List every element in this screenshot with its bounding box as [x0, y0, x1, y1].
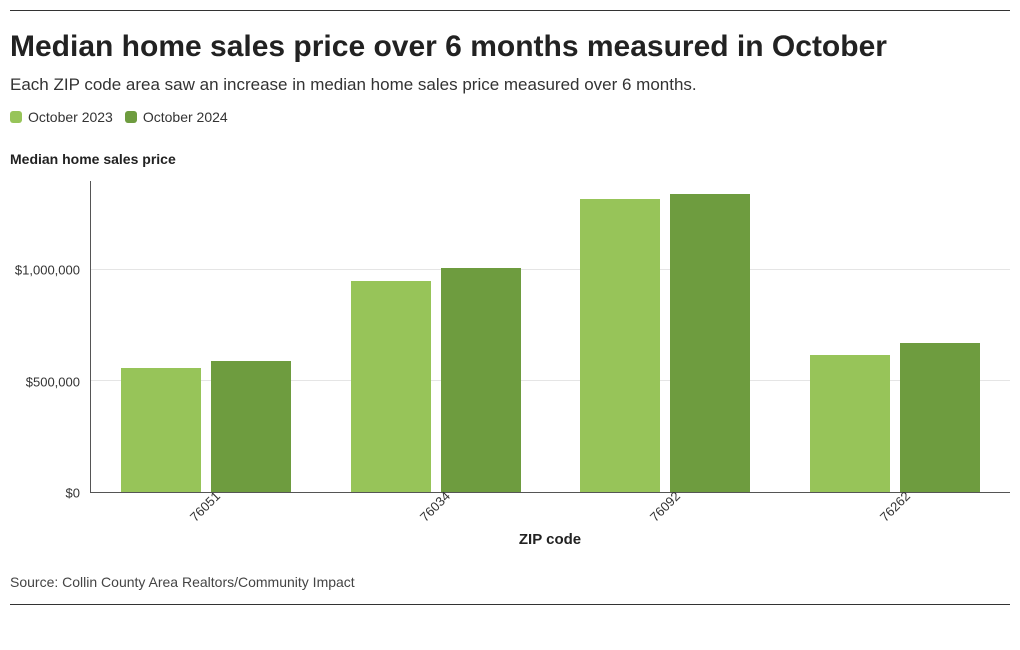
x-tick-label: 76034: [417, 488, 453, 524]
bar-groups: [91, 181, 1010, 492]
bar: [810, 355, 890, 492]
legend-swatch-0: [10, 111, 22, 123]
x-tick-cell: 76034: [320, 493, 550, 527]
y-tick-label: $1,000,000: [15, 263, 80, 278]
chart-subtitle: Each ZIP code area saw an increase in me…: [10, 75, 1010, 95]
source-text: Source: Collin County Area Realtors/Comm…: [10, 574, 1010, 590]
bar: [211, 361, 291, 492]
y-tick-label: $500,000: [26, 374, 80, 389]
chart-title: Median home sales price over 6 months me…: [10, 29, 1010, 65]
bar: [351, 281, 431, 492]
bar-group: [551, 181, 781, 492]
bar: [121, 368, 201, 492]
plot-row: $0$500,000$1,000,000: [10, 181, 1010, 493]
x-tick-cell: 76092: [550, 493, 780, 527]
bar-group: [91, 181, 321, 492]
legend-label-0: October 2023: [28, 109, 113, 125]
y-axis-labels: $0$500,000$1,000,000: [10, 181, 90, 493]
bar: [441, 268, 521, 492]
x-tick-label: 76051: [187, 488, 223, 524]
plot: [90, 181, 1010, 493]
x-tick-cell: 76051: [90, 493, 320, 527]
chart-container: Median home sales price over 6 months me…: [0, 0, 1020, 615]
bar: [580, 199, 660, 492]
legend: October 2023 October 2024: [10, 109, 1010, 125]
bar: [670, 194, 750, 492]
chart-area: $0$500,000$1,000,000 7605176034760927626…: [10, 181, 1010, 548]
bottom-rule: [10, 604, 1010, 605]
x-tick-label: 76092: [647, 488, 683, 524]
bar: [900, 343, 980, 492]
x-axis-title: ZIP code: [90, 531, 1010, 548]
x-axis-labels: 76051760347609276262: [90, 493, 1010, 527]
y-axis-title: Median home sales price: [10, 151, 1010, 167]
x-tick-label: 76262: [877, 488, 913, 524]
bar-group: [321, 181, 551, 492]
bar-group: [780, 181, 1010, 492]
y-tick-label: $0: [66, 486, 80, 501]
legend-swatch-1: [125, 111, 137, 123]
top-rule: [10, 10, 1010, 11]
legend-label-1: October 2024: [143, 109, 228, 125]
x-tick-cell: 76262: [780, 493, 1010, 527]
